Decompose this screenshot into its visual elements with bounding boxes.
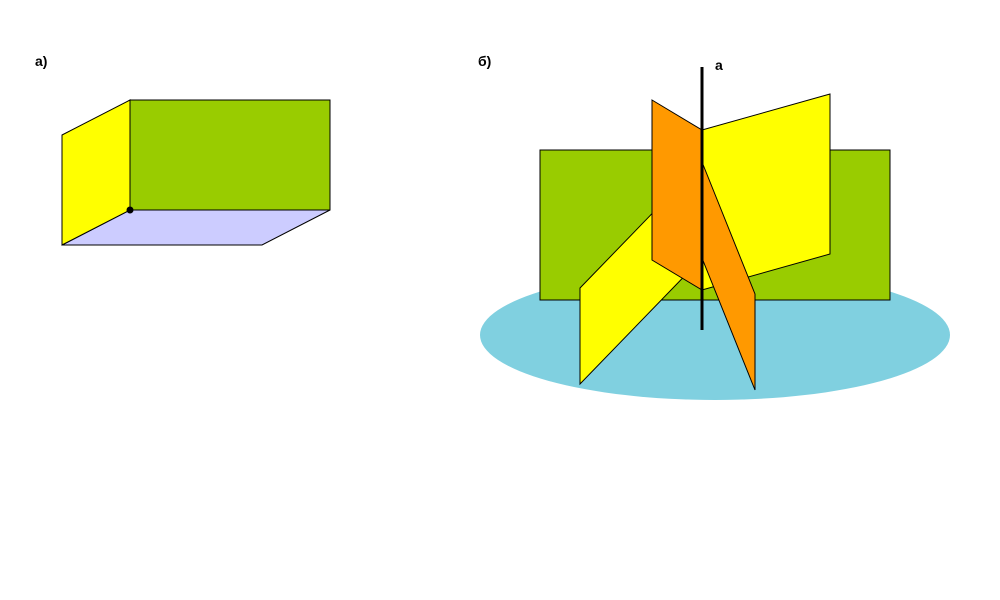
fig-b-orange1 [652, 100, 702, 290]
fig-a-front [130, 100, 330, 210]
fig-a-point [127, 207, 134, 214]
figure-b [460, 50, 1000, 450]
figure-a [0, 0, 400, 300]
